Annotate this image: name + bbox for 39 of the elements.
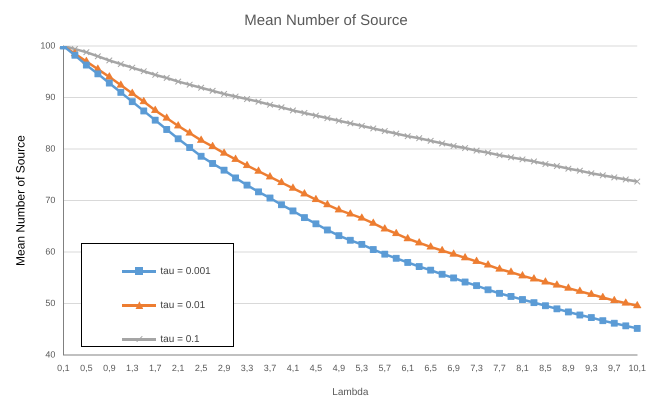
x-tick-label: 8,1 (516, 363, 529, 374)
x-axis-title: Lambda (332, 386, 369, 398)
x-tick-label: 1,3 (126, 363, 139, 374)
x-tick-label: 8,5 (539, 363, 552, 374)
x-tick-label: 0,5 (80, 363, 93, 374)
x-tick-label: 6,5 (424, 363, 437, 374)
x-tick-label: 7,3 (470, 363, 483, 374)
x-tick-label: 5,7 (378, 363, 392, 374)
y-tick-label: 60 (45, 246, 56, 257)
y-tick-label: 80 (45, 144, 56, 154)
x-tick-label: 0,9 (103, 363, 116, 374)
x-tick-label: 1,7 (148, 363, 162, 374)
legend-label: tau = 0.1 (160, 334, 200, 345)
x-tick-label: 2,1 (172, 363, 184, 374)
x-tick-label: 6,1 (401, 363, 414, 374)
x-tick-label: 3,7 (264, 363, 276, 374)
x-tick-label: 8,9 (562, 363, 575, 374)
x-tick-label: 6,9 (447, 363, 460, 374)
y-axis-title: Mean Number of Source (14, 134, 28, 266)
x-tick-label: 4,5 (310, 363, 322, 374)
x-tick-label: 4,9 (332, 363, 346, 374)
x-tick-label: 0,1 (57, 363, 70, 374)
y-tick-label: 40 (45, 350, 56, 360)
chart-title: Mean Number of Source (244, 12, 408, 30)
x-tick-label: 2,5 (194, 363, 208, 374)
x-tick-label: 4,1 (286, 363, 300, 374)
y-tick-label: 100 (40, 40, 56, 50)
x-tick-label: 3,3 (240, 363, 254, 374)
x-tick-label: 9,3 (585, 363, 598, 374)
legend-label: tau = 0.001 (160, 266, 211, 277)
y-tick-label: 90 (45, 92, 56, 102)
x-tick-label: 7,7 (493, 363, 506, 374)
y-tick-label: 70 (45, 195, 56, 206)
x-tick-label: 9,7 (608, 363, 621, 374)
x-tick-label: 5,3 (356, 363, 368, 374)
x-tick-label: 10,1 (628, 363, 646, 374)
legend-label: tau = 0.01 (160, 300, 206, 311)
x-tick-label: 2,9 (218, 363, 230, 374)
y-tick-label: 50 (45, 298, 56, 308)
